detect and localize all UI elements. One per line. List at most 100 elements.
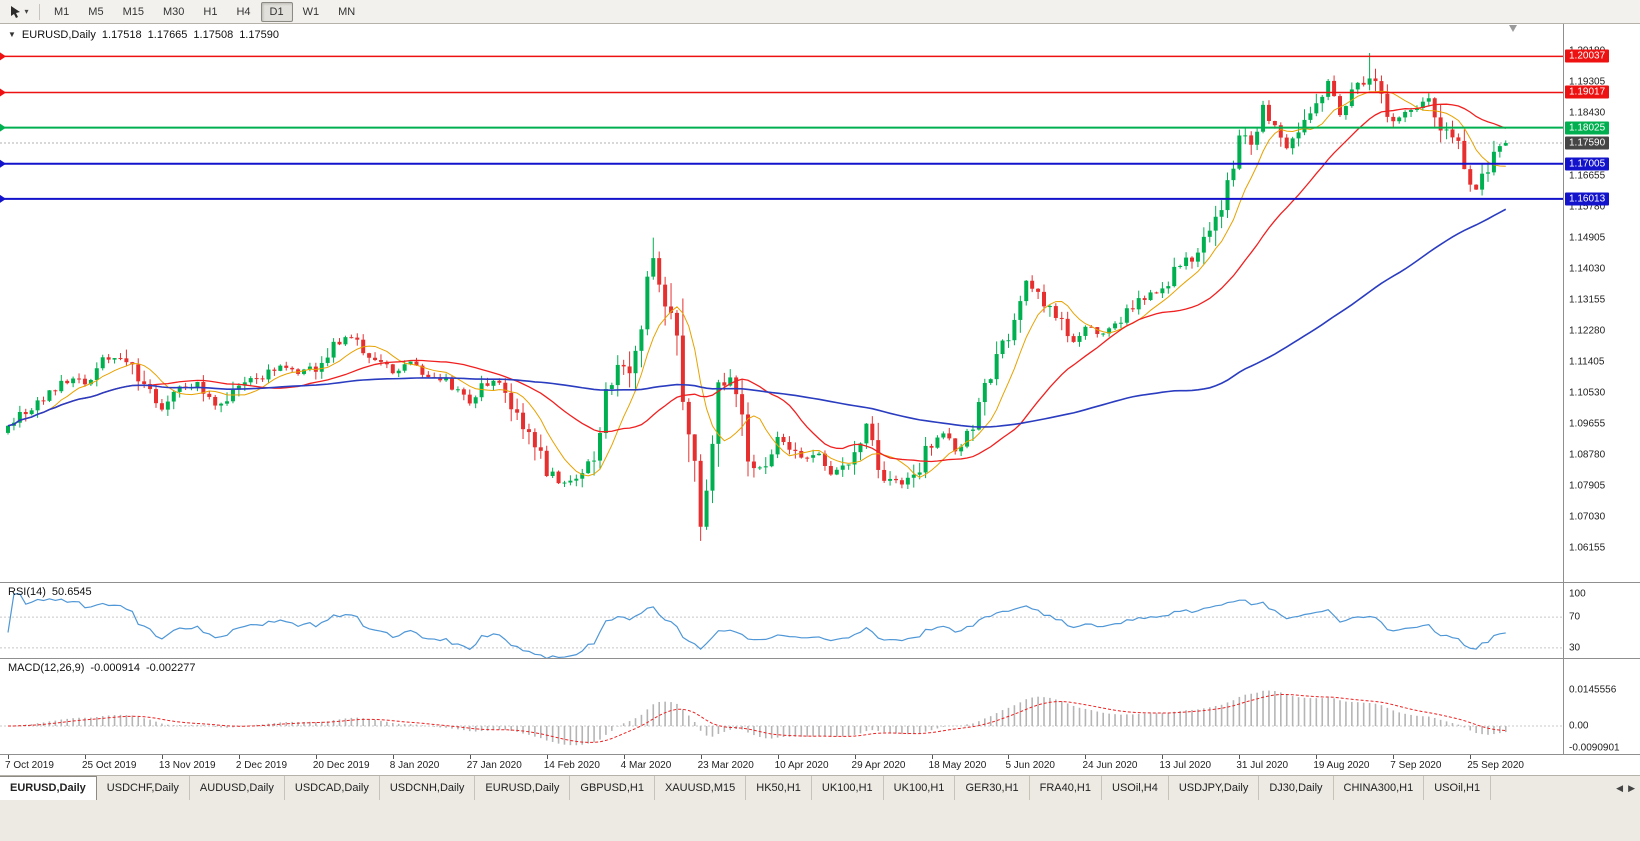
price-axis-label: 1.14905 (1569, 232, 1606, 244)
time-axis-tick (546, 755, 548, 759)
macd-signal-value: -0.002277 (145, 662, 196, 674)
time-axis-tick (392, 755, 394, 759)
timeframe-button-m1[interactable]: M1 (54, 5, 70, 18)
chart-cursor-icon[interactable]: ▾ (4, 3, 34, 21)
chart-window[interactable]: ▼ EURUSD,Daily 1.17518 1.17665 1.17508 1… (0, 24, 1640, 775)
rsi-axis-label: 70 (1569, 611, 1581, 623)
macd-panel-canvas[interactable] (0, 659, 1563, 754)
chart-tab-hk50-h1[interactable]: HK50,H1 (746, 776, 812, 800)
time-axis-label: 13 Jul 2020 (1159, 760, 1212, 771)
timeframe-button-h1[interactable]: H1 (203, 5, 218, 18)
line-price-tag: 1.17005 (1565, 157, 1610, 171)
price-axis-label: 1.09655 (1569, 418, 1606, 430)
macd-histogram-layer (13, 690, 1507, 746)
horizontal-lines-layer (0, 52, 1563, 203)
timeframe-button-m5[interactable]: M5 (88, 5, 104, 18)
chart-tab-eurusd-daily[interactable]: EURUSD,Daily (0, 776, 97, 800)
time-axis-label: 25 Oct 2019 (81, 760, 137, 771)
rsi-line (7, 593, 1506, 658)
line-price-tag: 1.16013 (1565, 192, 1610, 206)
chart-tabs-bar: EURUSD,Daily USDCHF,Daily AUDUSD,Daily USDC… (0, 775, 1640, 800)
chart-tab-dj30-daily[interactable]: DJ30,Daily (1259, 776, 1334, 800)
tab-scroll-right-icon[interactable]: ▶ (1628, 782, 1635, 793)
timeframe-button-d1[interactable]: D1 (260, 1, 293, 22)
open-value: 1.17518 (101, 29, 142, 41)
chart-tab-fra40-h1[interactable]: FRA40,H1 (1030, 776, 1102, 800)
timeframe-button-w1[interactable]: W1 (302, 5, 320, 18)
rsi-axis-label: 30 (1569, 642, 1581, 654)
timeframe-button-m30[interactable]: M30 (162, 5, 185, 18)
price-axis-label: 1.15780 (1569, 201, 1606, 213)
panel-separator[interactable] (0, 754, 1640, 755)
candles-layer (6, 53, 1508, 541)
chart-tab-ger30-h1[interactable]: GER30,H1 (955, 776, 1030, 800)
chart-tab-eurusd-daily[interactable]: EURUSD,Daily (475, 776, 571, 800)
dropdown-caret-icon: ▾ (24, 7, 29, 16)
chart-tab-uk100-h1[interactable]: UK100,H1 (812, 776, 884, 800)
chart-tab-usdchf-daily[interactable]: USDCHF,Daily (97, 776, 190, 800)
time-axis-tick (1393, 755, 1395, 759)
time-axis-tick (161, 755, 163, 759)
panel-separator[interactable] (0, 582, 1640, 583)
time-axis-label: 4 Mar 2020 (620, 760, 672, 771)
status-strip (0, 800, 1640, 841)
price-chart-canvas[interactable] (0, 24, 1563, 582)
chart-tab-gbpusd-h1[interactable]: GBPUSD,H1 (570, 776, 655, 800)
chart-tab-usoil-h4[interactable]: USOil,H4 (1102, 776, 1169, 800)
chart-tab-uk100-h1[interactable]: UK100,H1 (884, 776, 956, 800)
chart-tab-usdcad-daily[interactable]: USDCAD,Daily (285, 776, 380, 800)
macd-indicator-label: MACD(12,26,9) -0.000914 -0.002277 (8, 662, 196, 674)
price-axis-label: 1.07905 (1569, 480, 1606, 492)
time-axis-label: 14 Feb 2020 (543, 760, 600, 771)
panel-separator[interactable] (0, 658, 1640, 659)
time-axis-tick (623, 755, 625, 759)
time-axis-label: 31 Jul 2020 (1236, 760, 1289, 771)
time-axis-label: 20 Dec 2019 (312, 760, 370, 771)
timeframe-button-m15[interactable]: M15 (122, 5, 144, 18)
timeframe-button-mn[interactable]: MN (338, 5, 356, 18)
macd-axis-label: 0.00 (1569, 720, 1589, 732)
ma-slow-line (7, 208, 1507, 428)
chart-tab-usdjpy-daily[interactable]: USDJPY,Daily (1169, 776, 1260, 800)
price-axis-label: 1.11405 (1569, 356, 1605, 368)
macd-value: -0.000914 (90, 662, 140, 674)
time-axis-tick (1008, 755, 1010, 759)
time-axis-tick (315, 755, 317, 759)
time-axis-tick (931, 755, 933, 759)
rsi-indicator-label: RSI(14) 50.6545 (8, 586, 92, 598)
time-axis-tick (469, 755, 471, 759)
high-value: 1.17665 (147, 29, 188, 41)
time-axis-tick (854, 755, 856, 759)
chart-tab-usoil-h1[interactable]: USOil,H1 (1424, 776, 1492, 800)
tab-scroll-left-icon[interactable]: ◀ (1616, 782, 1624, 793)
price-axis-label: 1.16655 (1569, 170, 1606, 182)
chart-tab-china300-h1[interactable]: CHINA300,H1 (1334, 776, 1425, 800)
time-axis-label: 5 Jun 2020 (1005, 760, 1055, 771)
time-axis-label: 29 Apr 2020 (851, 760, 906, 771)
symbol-label: EURUSD,Daily (21, 29, 96, 41)
time-axis-label: 10 Apr 2020 (774, 760, 829, 771)
time-axis-tick (1239, 755, 1241, 759)
chart-tab-usdcnh-daily[interactable]: USDCNH,Daily (380, 776, 476, 800)
timeframe-button-h4[interactable]: H4 (236, 5, 251, 18)
ma-fast-line (7, 90, 1506, 479)
time-axis-tick (1316, 755, 1318, 759)
time-axis-tick (238, 755, 240, 759)
cursor-arrow-icon (11, 5, 21, 18)
time-axis-tick (700, 755, 702, 759)
time-axis-tick (8, 755, 9, 759)
price-axis-label: 1.07030 (1569, 511, 1606, 523)
current-price-tag: 1.17590 (1565, 136, 1610, 150)
symbol-ohlc-line: ▼ EURUSD,Daily 1.17518 1.17665 1.17508 1… (8, 29, 279, 41)
time-axis-label: 27 Jan 2020 (466, 760, 522, 771)
chart-shift-marker (1509, 25, 1517, 32)
rsi-panel-canvas[interactable] (0, 583, 1563, 658)
macd-axis-label: 0.0145556 (1569, 684, 1617, 696)
chart-tab-xauusd-m15[interactable]: XAUUSD,M15 (655, 776, 747, 800)
price-axis-label: 1.14030 (1569, 263, 1606, 275)
collapse-chart-icon[interactable]: ▼ (8, 30, 16, 39)
price-axis-label: 1.10530 (1569, 387, 1606, 399)
chart-tab-audusd-daily[interactable]: AUDUSD,Daily (190, 776, 285, 800)
timeframe-toolbar: ▾ M1 M5 M15 M30 H1 H4 D1 W1 MN (0, 0, 1640, 24)
time-axis-label: 18 May 2020 (928, 760, 987, 771)
